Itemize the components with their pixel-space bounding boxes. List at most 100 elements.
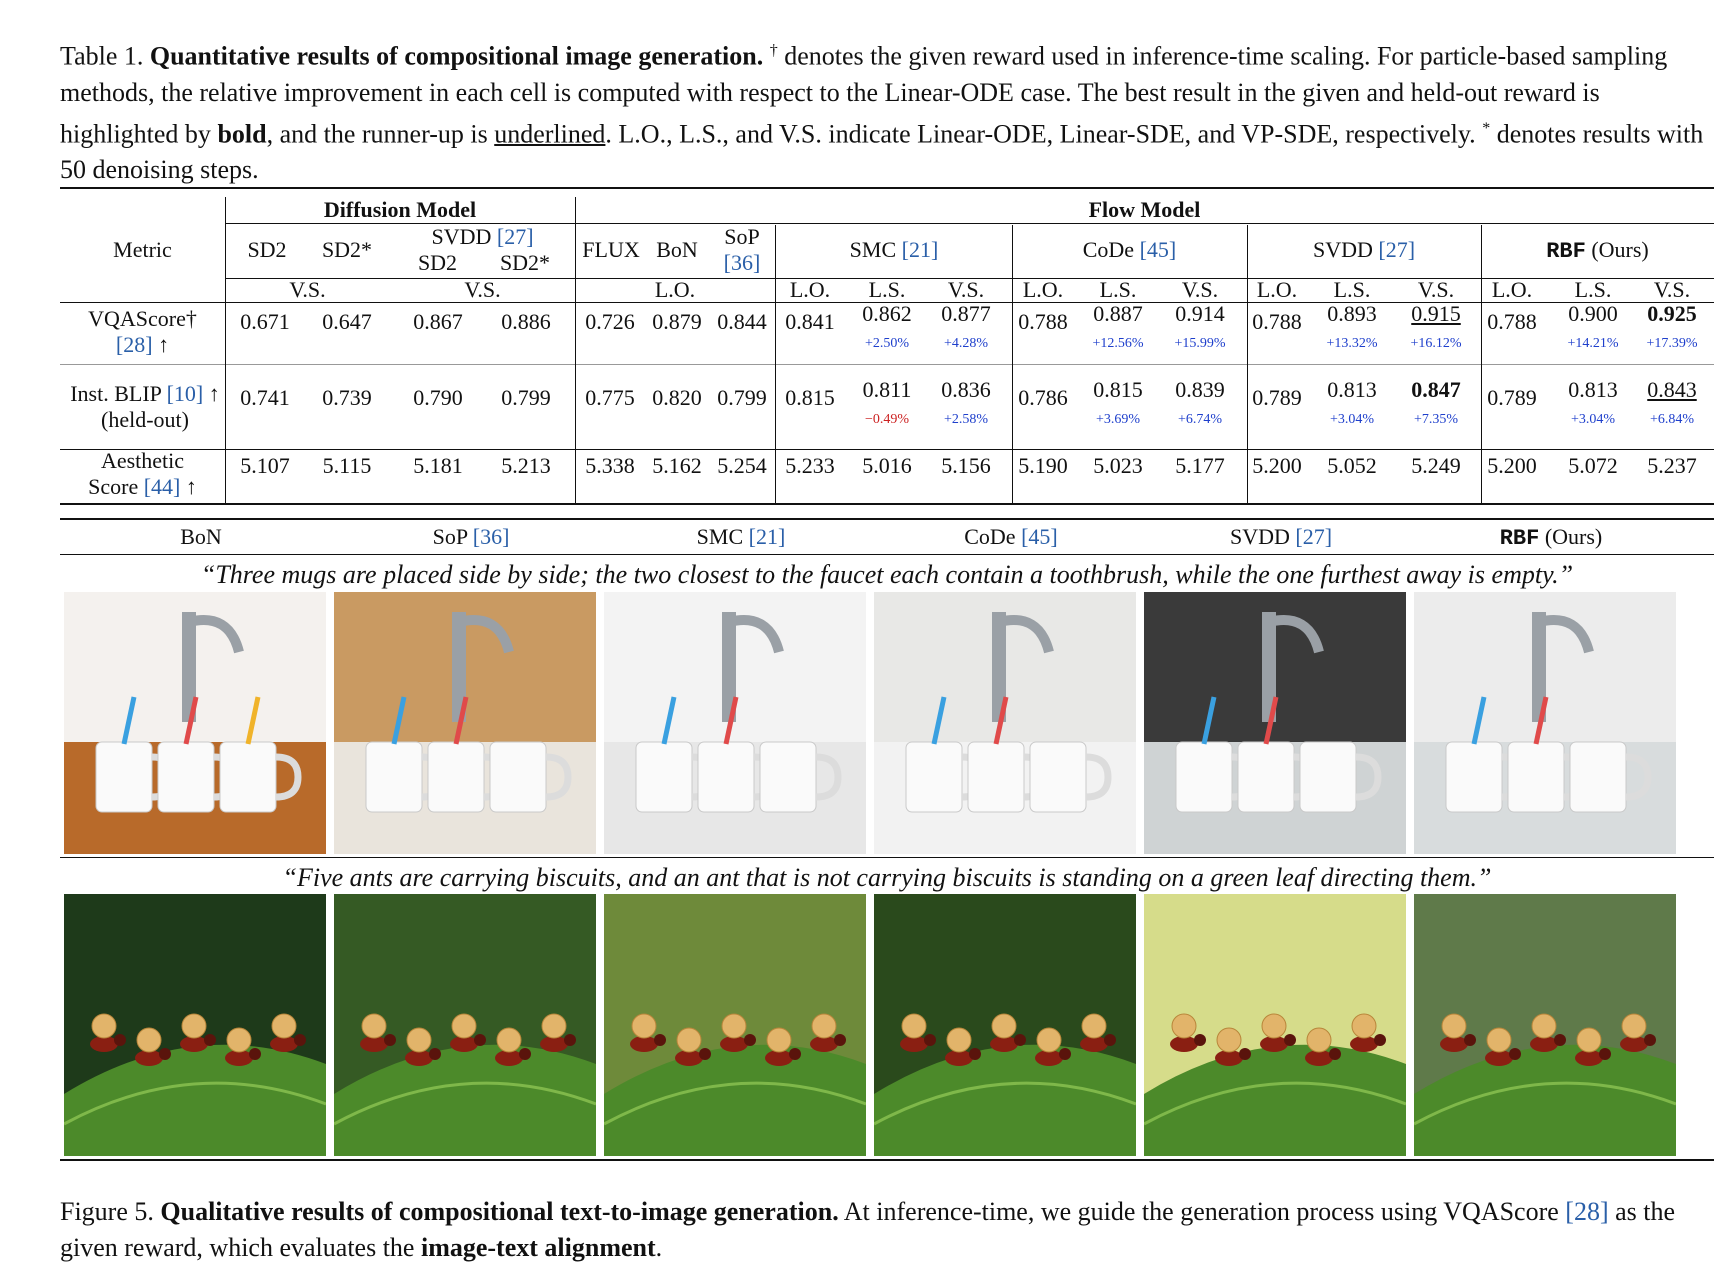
improvement-label: +14.21% [1567,336,1619,351]
table-cell: 0.877 [941,301,991,326]
table-header-rule [225,223,1714,224]
table-cell: 5.016 [862,453,912,478]
metric-aesthetic: Aesthetic Score [44] ↑ [88,448,197,499]
improvement-label: +7.35% [1413,412,1459,427]
table-cell: 5.177 [1175,453,1225,478]
table-cell: 0.862 [862,301,912,326]
table-vline-diffusion [575,197,576,503]
table-row-rule-2 [60,449,1714,450]
table-caption-body-3: . L.O., L.S., and V.S. indicate Linear-O… [605,119,1476,149]
table-cell: 0.887 [1093,301,1143,326]
table-vline-svdd [1481,225,1482,503]
table-mid-rule [60,302,1714,303]
sampler-label: V.S. [1181,277,1219,302]
improvement-label: +4.28% [943,336,989,351]
table-cell: 5.052 [1327,453,1377,478]
col-bon: BoN [656,237,698,262]
table-cell: 5.162 [652,453,702,478]
generated-image-mugs [874,592,1136,854]
table-bottom-rule [60,503,1714,505]
sampler-label: V.S. [947,277,985,302]
table-cell: 0.788 [1487,309,1537,334]
improvement-label: +12.56% [1092,336,1144,351]
table-cell: 0.788 [1252,309,1302,334]
table-cell: 0.739 [322,385,372,410]
metric-vqascore: VQAScore† [28] ↑ [88,306,197,357]
table-cell: 0.843 [1647,377,1697,402]
table-cell: 5.181 [413,453,463,478]
table-cell: 0.820 [652,385,702,410]
sampler-label: L.O. [1256,277,1298,302]
table-header-rule-2 [225,278,1714,279]
table-cell: 5.200 [1487,453,1537,478]
sampler-label: L.S. [868,277,906,302]
sampler-label: V.S. [1417,277,1455,302]
generated-image-ants [64,894,326,1156]
table-cell: 0.841 [785,309,835,334]
method-label: SoP [36] [432,524,510,549]
table-caption-bold-word: bold [217,119,267,149]
table-cell: 0.799 [717,385,767,410]
table-cell: 5.115 [322,453,372,478]
metric-inst-blip: Inst. BLIP [10] ↑ (held-out) [70,381,220,432]
table-cell: 0.915 [1411,301,1461,326]
table-caption-body-2: , and the runner-up is [266,119,488,149]
col-flux: FLUX [582,237,640,262]
table-caption-body-4: denotes results with 50 denoising steps. [60,119,1704,185]
method-label: CoDe [45] [964,524,1058,549]
table-caption-underlined-word: underlined [494,119,606,149]
figure-bottom-rule [60,1159,1714,1161]
sampler-label: V.S. [1653,277,1691,302]
improvement-label: +17.39% [1646,336,1698,351]
table-cell: 0.813 [1327,377,1377,402]
sampler-label: L.O. [1022,277,1064,302]
table-cell: 5.237 [1647,453,1697,478]
table-top-rule [60,187,1714,189]
table-caption-title: Quantitative results of compositional im… [149,41,764,71]
improvement-label: +2.58% [943,412,989,427]
col-sd2: SD2 [247,237,287,262]
col-svdd-flow: SVDD [27] [1312,237,1416,262]
table-cell: 0.886 [501,309,551,334]
prompt-ants: “Five ants are carrying biscuits, and an… [282,863,1492,892]
table-cell: 5.200 [1252,453,1302,478]
improvement-label: +6.74% [1177,412,1223,427]
table-cell: 0.847 [1411,377,1461,402]
sampler-label: L.S. [1099,277,1137,302]
table-cell: 5.213 [501,453,551,478]
table-cell: 0.836 [941,377,991,402]
sampler-label: L.O. [1491,277,1533,302]
col-sd2-star: SD2* [321,237,373,262]
generated-image-ants [1414,894,1676,1156]
table-vline-code [1247,225,1248,503]
table-cell: 0.815 [1093,377,1143,402]
table-cell: 0.914 [1175,301,1225,326]
table-vline-bon [775,225,776,503]
table-cell: 0.879 [652,309,702,334]
table-cell: 0.741 [240,385,290,410]
metric-header: Metric [113,237,172,262]
table-caption-label: Table 1. [60,41,144,71]
table-cell: 0.867 [413,309,463,334]
col-svdd-sd2-star: SD2* [499,250,551,275]
figure-top-rule [60,518,1714,520]
col-code: CoDe [45] [1082,237,1177,262]
generated-image-ants [604,894,866,1156]
method-label: BoN [180,524,222,549]
table-cell: 0.815 [785,385,835,410]
sampler-label: L.S. [1574,277,1612,302]
table-cell: 0.789 [1252,385,1302,410]
table-caption-body-1: denotes the given reward used in inferen… [60,41,1668,149]
generated-image-mugs [1144,592,1406,854]
sampler-baseline-lo: L.O. [654,277,696,302]
table-cell: 0.775 [585,385,635,410]
table-cell: 0.726 [585,309,635,334]
table-vline-smc [1012,225,1013,503]
table-cell: 0.786 [1018,385,1068,410]
col-sop: SoP [36] [723,224,761,275]
improvement-label: +3.04% [1570,412,1616,427]
table-cell: 0.839 [1175,377,1225,402]
figure-row-rule [60,857,1714,858]
improvement-label: +16.12% [1410,336,1462,351]
table-cell: 5.233 [785,453,835,478]
